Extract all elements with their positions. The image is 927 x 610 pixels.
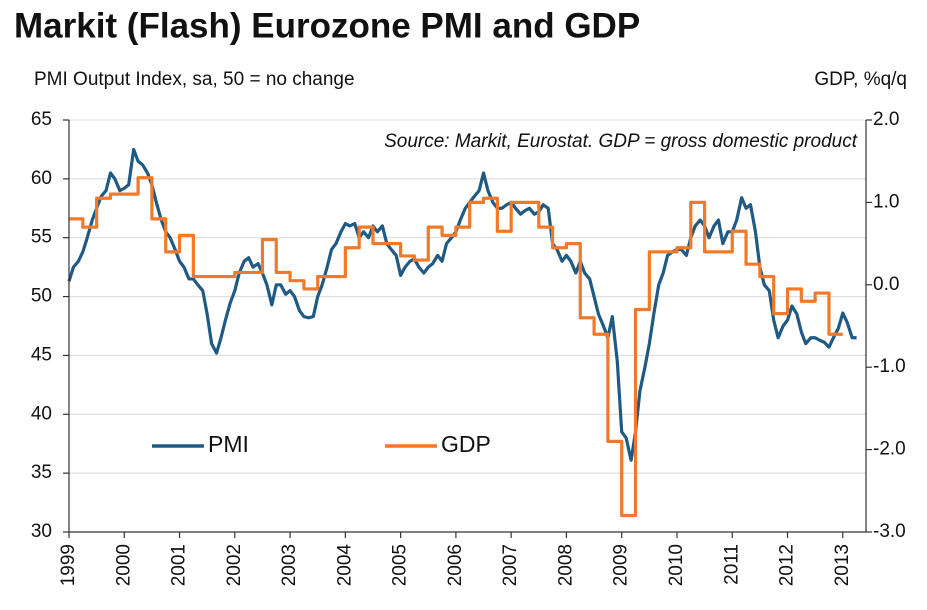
y-tick-label: 30 — [31, 521, 52, 542]
x-tick-label: 2006 — [445, 544, 466, 586]
y2-tick-label: 1.0 — [873, 191, 899, 212]
x-tick-label: 2013 — [832, 544, 853, 586]
legend: PMI GDP — [152, 431, 491, 457]
y-tick-label: 40 — [31, 403, 52, 424]
y-tick-label: 45 — [31, 344, 52, 365]
legend-label: PMI — [208, 431, 249, 457]
x-tick-label: 2010 — [666, 544, 687, 586]
x-tick-label: 2008 — [555, 544, 576, 586]
x-tick-label: 1999 — [58, 544, 79, 586]
y-axis-label: PMI Output Index, sa, 50 = no change — [34, 69, 355, 90]
x-tick-label: 2009 — [611, 544, 632, 586]
x-tick-label: 2011 — [721, 544, 742, 585]
y-tick-label: 60 — [31, 168, 52, 189]
y2-tick-label: 2.0 — [873, 109, 899, 130]
x-tick-label: 2002 — [224, 544, 245, 586]
y-tick-label: 65 — [31, 109, 52, 130]
plot — [67, 147, 857, 518]
y2-tick-label: -3.0 — [873, 521, 906, 542]
y2-tick-label: -2.0 — [873, 439, 906, 460]
x-tick-label: 2007 — [500, 544, 521, 586]
series-line — [69, 176, 843, 518]
series-line — [67, 147, 857, 462]
x-tick-label: 2003 — [279, 544, 300, 586]
chart-title: Markit (Flash) Eurozone PMI and GDP — [14, 6, 640, 45]
x-tick-label: 2004 — [334, 544, 355, 587]
y-tick-label: 50 — [31, 286, 52, 307]
y2-axis-label: GDP, %q/q — [814, 69, 907, 90]
y2-tick-label: -1.0 — [873, 356, 906, 377]
x-tick-label: 2012 — [777, 544, 798, 586]
legend-label: GDP — [441, 431, 491, 457]
x-tick-label: 2001 — [169, 544, 190, 586]
y-tick-label: 55 — [31, 227, 52, 248]
x-tick-label: 2005 — [390, 544, 411, 586]
grid — [69, 119, 866, 533]
x-tick-label: 2000 — [113, 544, 134, 586]
annotation: Source: Markit, Eurostat. GDP = gross do… — [384, 131, 858, 152]
y2-tick-label: 0.0 — [873, 274, 899, 295]
y-tick-label: 35 — [31, 462, 52, 483]
